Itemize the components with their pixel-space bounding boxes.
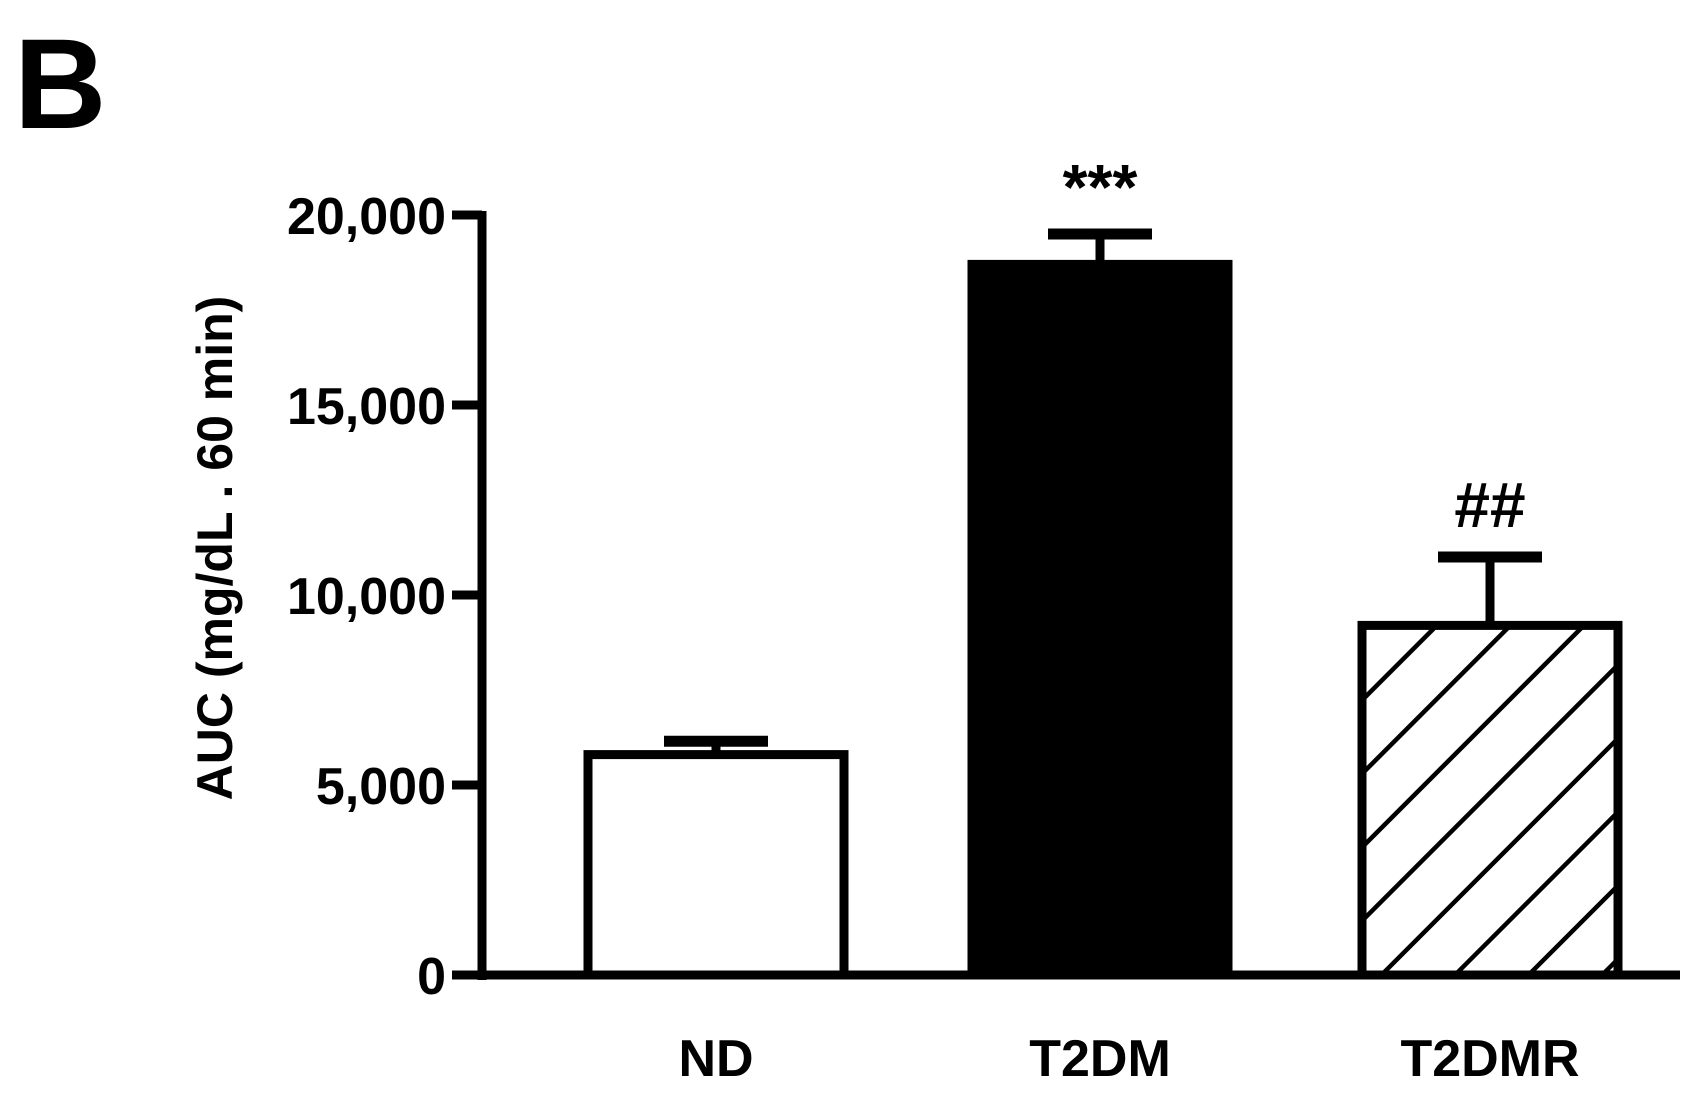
y-tick-label: 5,000: [316, 758, 446, 816]
bar-nd: [583, 750, 849, 980]
y-tick-label: 15,000: [287, 378, 446, 436]
y-tick-label: 0: [417, 948, 446, 1006]
bars: *** ##: [583, 151, 1623, 980]
y-tick-label: 20,000: [287, 188, 446, 246]
y-axis-title: AUC (mg/dL . 60 min): [187, 296, 243, 801]
x-category-label: T2DM: [1029, 1030, 1171, 1088]
significance-label-t2dm: ***: [1063, 151, 1138, 223]
panel-label: B: [14, 13, 106, 156]
y-ticks: 0 5,000 10,000 15,000 20,000: [287, 188, 482, 1006]
bar-t2dm: [967, 259, 1233, 980]
x-category-label: ND: [678, 1030, 753, 1088]
significance-label-t2dmr: ##: [1454, 469, 1525, 541]
x-category-label: T2DMR: [1400, 1030, 1579, 1088]
category-labels: ND T2DM T2DMR: [678, 1030, 1579, 1088]
y-tick-label: 10,000: [287, 568, 446, 626]
bar-t2dmr: [1357, 620, 1623, 980]
